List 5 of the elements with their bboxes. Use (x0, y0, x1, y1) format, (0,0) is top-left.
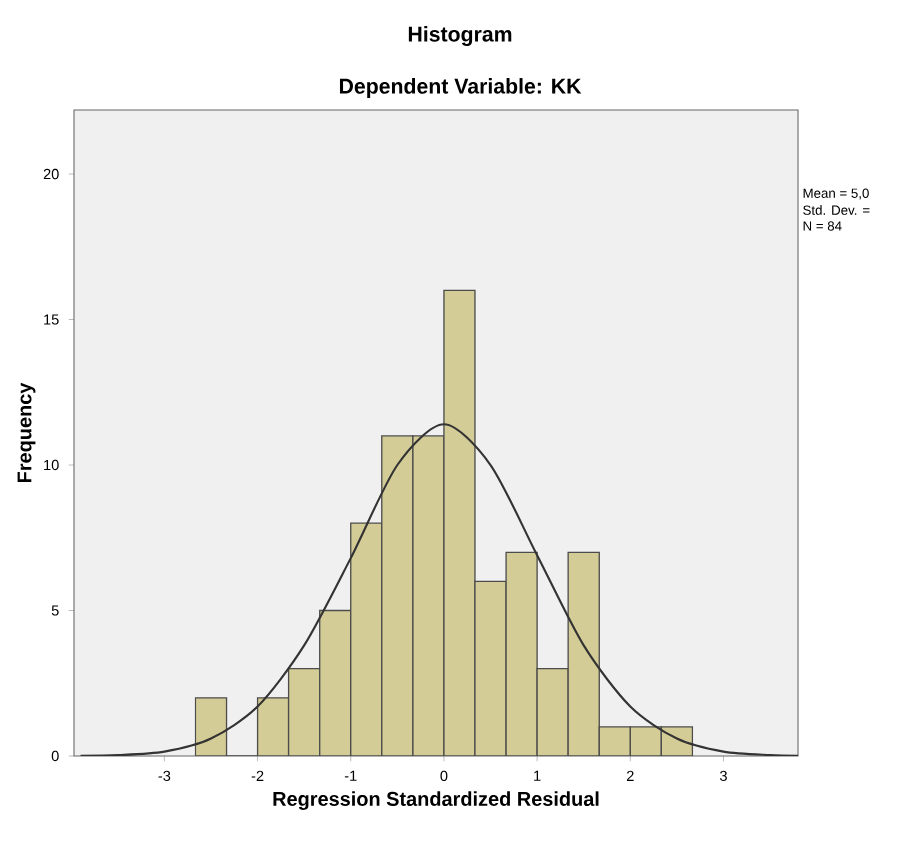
x-axis-title: Regression Standardized Residual (273, 791, 599, 810)
chart-subtitle: Dependent Variable: KK (339, 78, 582, 98)
chart-title: Histogram (408, 26, 512, 46)
line-series (79, 423, 799, 756)
y-axis-title: Frequency (17, 382, 36, 483)
